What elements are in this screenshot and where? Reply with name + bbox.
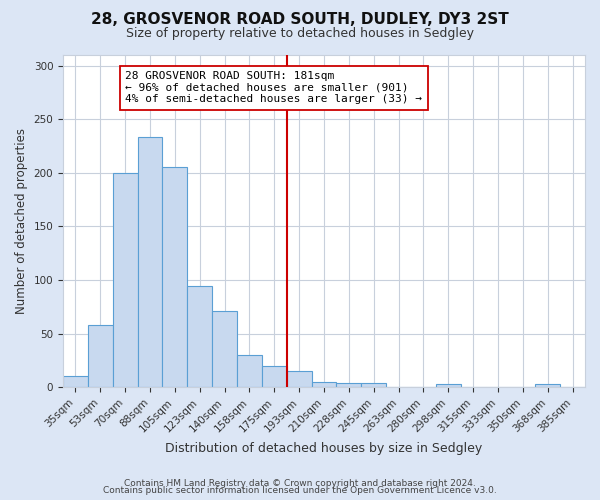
Bar — [187, 286, 212, 387]
X-axis label: Distribution of detached houses by size in Sedgley: Distribution of detached houses by size … — [166, 442, 482, 455]
Text: Contains public sector information licensed under the Open Government Licence v3: Contains public sector information licen… — [103, 486, 497, 495]
Bar — [88, 325, 113, 387]
Bar — [137, 138, 163, 387]
Bar — [113, 173, 137, 387]
Y-axis label: Number of detached properties: Number of detached properties — [15, 128, 28, 314]
Bar — [436, 384, 461, 387]
Text: Contains HM Land Registry data © Crown copyright and database right 2024.: Contains HM Land Registry data © Crown c… — [124, 478, 476, 488]
Bar — [337, 383, 361, 387]
Bar — [212, 311, 237, 387]
Bar — [163, 168, 187, 387]
Text: 28, GROSVENOR ROAD SOUTH, DUDLEY, DY3 2ST: 28, GROSVENOR ROAD SOUTH, DUDLEY, DY3 2S… — [91, 12, 509, 28]
Bar — [287, 371, 311, 387]
Text: 28 GROSVENOR ROAD SOUTH: 181sqm
← 96% of detached houses are smaller (901)
4% of: 28 GROSVENOR ROAD SOUTH: 181sqm ← 96% of… — [125, 71, 422, 104]
Bar — [311, 382, 337, 387]
Bar — [535, 384, 560, 387]
Bar — [237, 355, 262, 387]
Text: Size of property relative to detached houses in Sedgley: Size of property relative to detached ho… — [126, 28, 474, 40]
Bar — [361, 383, 386, 387]
Bar — [63, 376, 88, 387]
Bar — [262, 366, 287, 387]
